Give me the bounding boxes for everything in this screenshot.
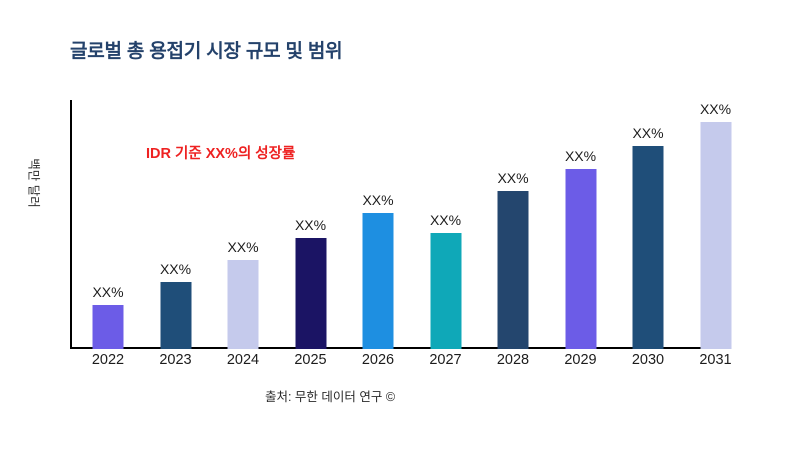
x-axis-tick-2024: 2024 [226, 352, 260, 368]
bar-value-label: XX% [699, 101, 732, 117]
y-axis-line [70, 100, 72, 349]
x-axis-tick-labels: 2022 2023 2024 2025 2026 2027 2028 2029 2030 2031 [70, 352, 800, 376]
x-axis-tick-2023: 2023 [159, 352, 192, 368]
bar[interactable] [632, 146, 664, 349]
bar-value-label: XX% [564, 148, 597, 164]
bar-value-label: XX% [159, 261, 192, 277]
bar[interactable] [497, 191, 529, 349]
bar-group: XX% [142, 100, 210, 349]
bar[interactable] [430, 233, 461, 349]
x-axis-tick-2025: 2025 [294, 352, 327, 368]
plot-area: XX% XX% XX% XX% XX% XX% XX% XX% XX% XX% [70, 100, 800, 349]
bar-group: XX% [74, 100, 142, 349]
bar-group: XX% [547, 100, 615, 349]
y-axis-label-wrapper: 백만 달러 [24, 128, 46, 238]
page-title: 글로벌 총 용접기 시장 규모 및 범위 [70, 41, 343, 62]
x-axis-tick-2027: 2027 [429, 352, 462, 368]
bar[interactable] [700, 122, 731, 349]
source-note: 출처: 무한 데이터 연구 © [264, 390, 396, 404]
bar[interactable] [565, 169, 596, 349]
x-axis-tick-2028: 2028 [496, 352, 530, 368]
x-axis-tick-2030: 2030 [631, 352, 665, 368]
bar-group: XX% [277, 100, 345, 349]
bar-group: XX% [209, 100, 277, 349]
bar-group: XX% [344, 100, 412, 349]
bar-value-label: XX% [227, 239, 259, 255]
bar[interactable] [362, 213, 394, 349]
bar-group: XX% [412, 100, 480, 349]
x-axis-tick-2029: 2029 [564, 352, 597, 368]
bar-group: XX% [479, 100, 547, 349]
bar[interactable] [92, 305, 124, 349]
bar-value-label: XX% [294, 217, 327, 233]
growth-rate-annotation: IDR 기준 XX%의 성장률 [146, 146, 296, 162]
bar[interactable] [295, 238, 326, 349]
x-axis-tick-2031: 2031 [699, 352, 732, 368]
bar-group: XX% [614, 100, 682, 349]
bar[interactable] [160, 282, 191, 349]
x-axis-line [70, 347, 728, 349]
bar-value-label: XX% [632, 125, 664, 141]
y-axis-label: 백만 달러 [26, 158, 41, 208]
bar[interactable] [227, 260, 259, 349]
x-axis-tick-2022: 2022 [91, 352, 125, 368]
bar-value-label: XX% [497, 170, 529, 186]
bar-group: XX% [682, 100, 750, 349]
x-axis-tick-2026: 2026 [361, 352, 395, 368]
bar-value-label: XX% [362, 192, 394, 208]
bar-value-label: XX% [92, 284, 124, 300]
bar-value-label: XX% [429, 212, 462, 228]
